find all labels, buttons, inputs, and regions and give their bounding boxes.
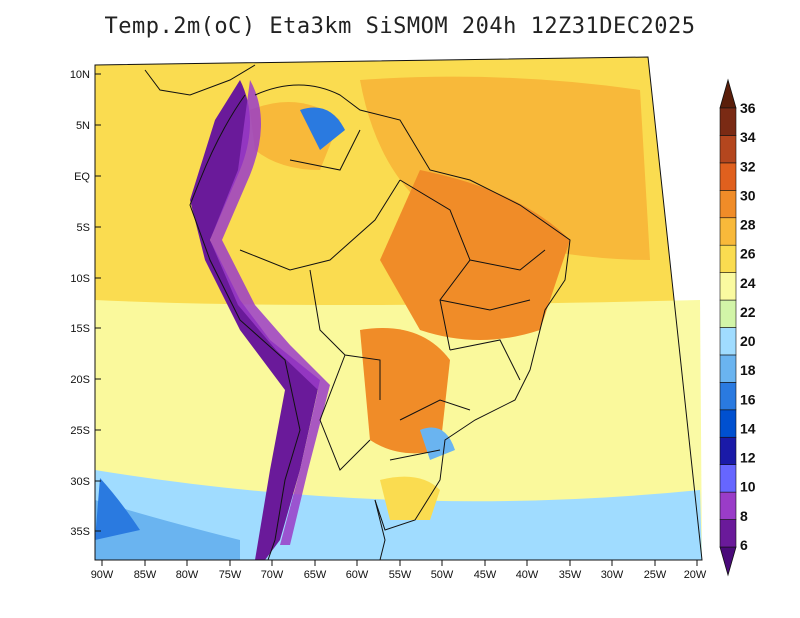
lon-label: 35W	[559, 569, 582, 581]
colorbar-label: 20	[740, 333, 756, 349]
colorbar-label: 30	[740, 187, 756, 203]
lon-axis: 90W 85W 80W 75W 70W 65W 60W 55W 50W 45W …	[91, 559, 707, 581]
colorbar-swatch	[719, 464, 737, 493]
colorbar-swatch	[719, 135, 737, 164]
lon-label: 25W	[644, 569, 667, 581]
colorbar-swatch	[719, 217, 737, 246]
lat-label: 10S	[70, 273, 90, 285]
lat-label: 35S	[70, 526, 90, 538]
colorbar-min-arrow	[719, 546, 737, 577]
colorbar-swatch	[719, 190, 737, 219]
lon-label: 85W	[134, 569, 157, 581]
colorbar-label: 24	[740, 275, 756, 291]
colorbar-swatch	[719, 382, 737, 411]
colorbar-label: 8	[740, 508, 748, 524]
lon-label: 45W	[474, 569, 497, 581]
colorbar-label: 12	[740, 450, 756, 466]
lat-label: 20S	[70, 374, 90, 386]
colorbar-label: 14	[740, 420, 756, 436]
lon-label: 55W	[389, 569, 412, 581]
lat-label: 15S	[70, 323, 90, 335]
colorbar-swatch	[719, 162, 737, 191]
colorbar-label: 16	[740, 391, 756, 407]
lon-label: 30W	[601, 569, 624, 581]
colorbar-max-arrow	[719, 78, 737, 109]
lon-label: 90W	[91, 569, 114, 581]
colorbar-swatch	[719, 299, 737, 328]
colorbar-label: 32	[740, 158, 756, 174]
lat-axis: 10N 5N EQ 5S 10S 15S 20S 25S 30S 35S	[70, 65, 101, 560]
colorbar-label: 22	[740, 304, 756, 320]
lon-label: 70W	[261, 569, 284, 581]
colorbar-swatch	[719, 409, 737, 438]
colorbar-label: 6	[740, 537, 748, 553]
lat-label: 5S	[77, 222, 90, 234]
colorbar-swatch	[719, 491, 737, 520]
lon-label: 75W	[219, 569, 242, 581]
lon-label: 80W	[176, 569, 199, 581]
map-field	[94, 56, 703, 561]
map-title: Temp.2m(oC) Eta3km SiSMOM 204h 12Z31DEC2…	[104, 14, 696, 39]
lat-label: EQ	[74, 171, 90, 183]
lon-label: 50W	[431, 569, 454, 581]
colorbar-label: 10	[740, 479, 756, 495]
boundaries	[144, 64, 571, 561]
colorbar-swatch	[719, 354, 737, 383]
lon-label: 60W	[346, 569, 369, 581]
colorbar-label: 36	[740, 100, 756, 116]
colorbar-label: 34	[740, 129, 756, 145]
colorbar-label: 28	[740, 217, 756, 233]
colorbar-swatch	[719, 519, 737, 548]
colorbar-label: 18	[740, 362, 756, 378]
colorbar: 6 8 10 12 14 16 18 20 22 24 26 28 30 32 34 36	[719, 78, 756, 577]
lon-label: 40W	[516, 569, 539, 581]
lat-label: 10N	[70, 69, 90, 81]
colorbar-swatch	[719, 244, 737, 273]
colorbar-swatch	[719, 272, 737, 301]
colorbar-swatch	[719, 107, 737, 136]
colorbar-label: 26	[740, 246, 756, 262]
lat-label: 5N	[76, 120, 90, 132]
lon-label: 20W	[684, 569, 707, 581]
lat-label: 25S	[70, 425, 90, 437]
colorbar-swatch	[719, 436, 737, 465]
colorbar-swatch	[719, 327, 737, 356]
lon-label: 65W	[304, 569, 327, 581]
lat-label: 30S	[70, 476, 90, 488]
